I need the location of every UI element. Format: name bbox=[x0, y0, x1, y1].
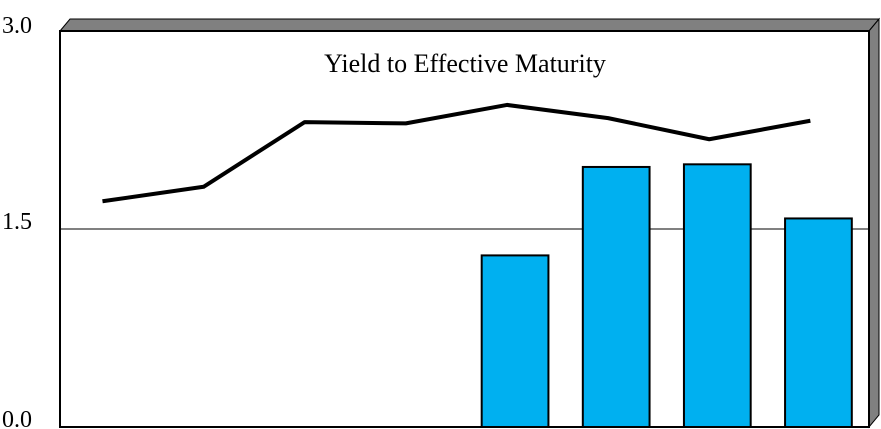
bar-5 bbox=[480, 254, 550, 428]
y-tick-label-0: 0.0 bbox=[2, 407, 32, 429]
y-tick-label-1: 1.5 bbox=[2, 209, 32, 235]
plot-frame-right-face bbox=[868, 17, 880, 429]
yield-line bbox=[102, 102, 811, 204]
plot-frame-top-face bbox=[58, 18, 881, 32]
bar-7 bbox=[682, 163, 752, 428]
bar-8 bbox=[784, 217, 853, 428]
bar-6 bbox=[581, 165, 651, 429]
bar-group bbox=[480, 163, 853, 429]
chart-title: Yield to Effective Maturity bbox=[324, 49, 606, 78]
y-tick-label-2: 3.0 bbox=[2, 13, 32, 39]
line-series-group bbox=[102, 102, 811, 204]
